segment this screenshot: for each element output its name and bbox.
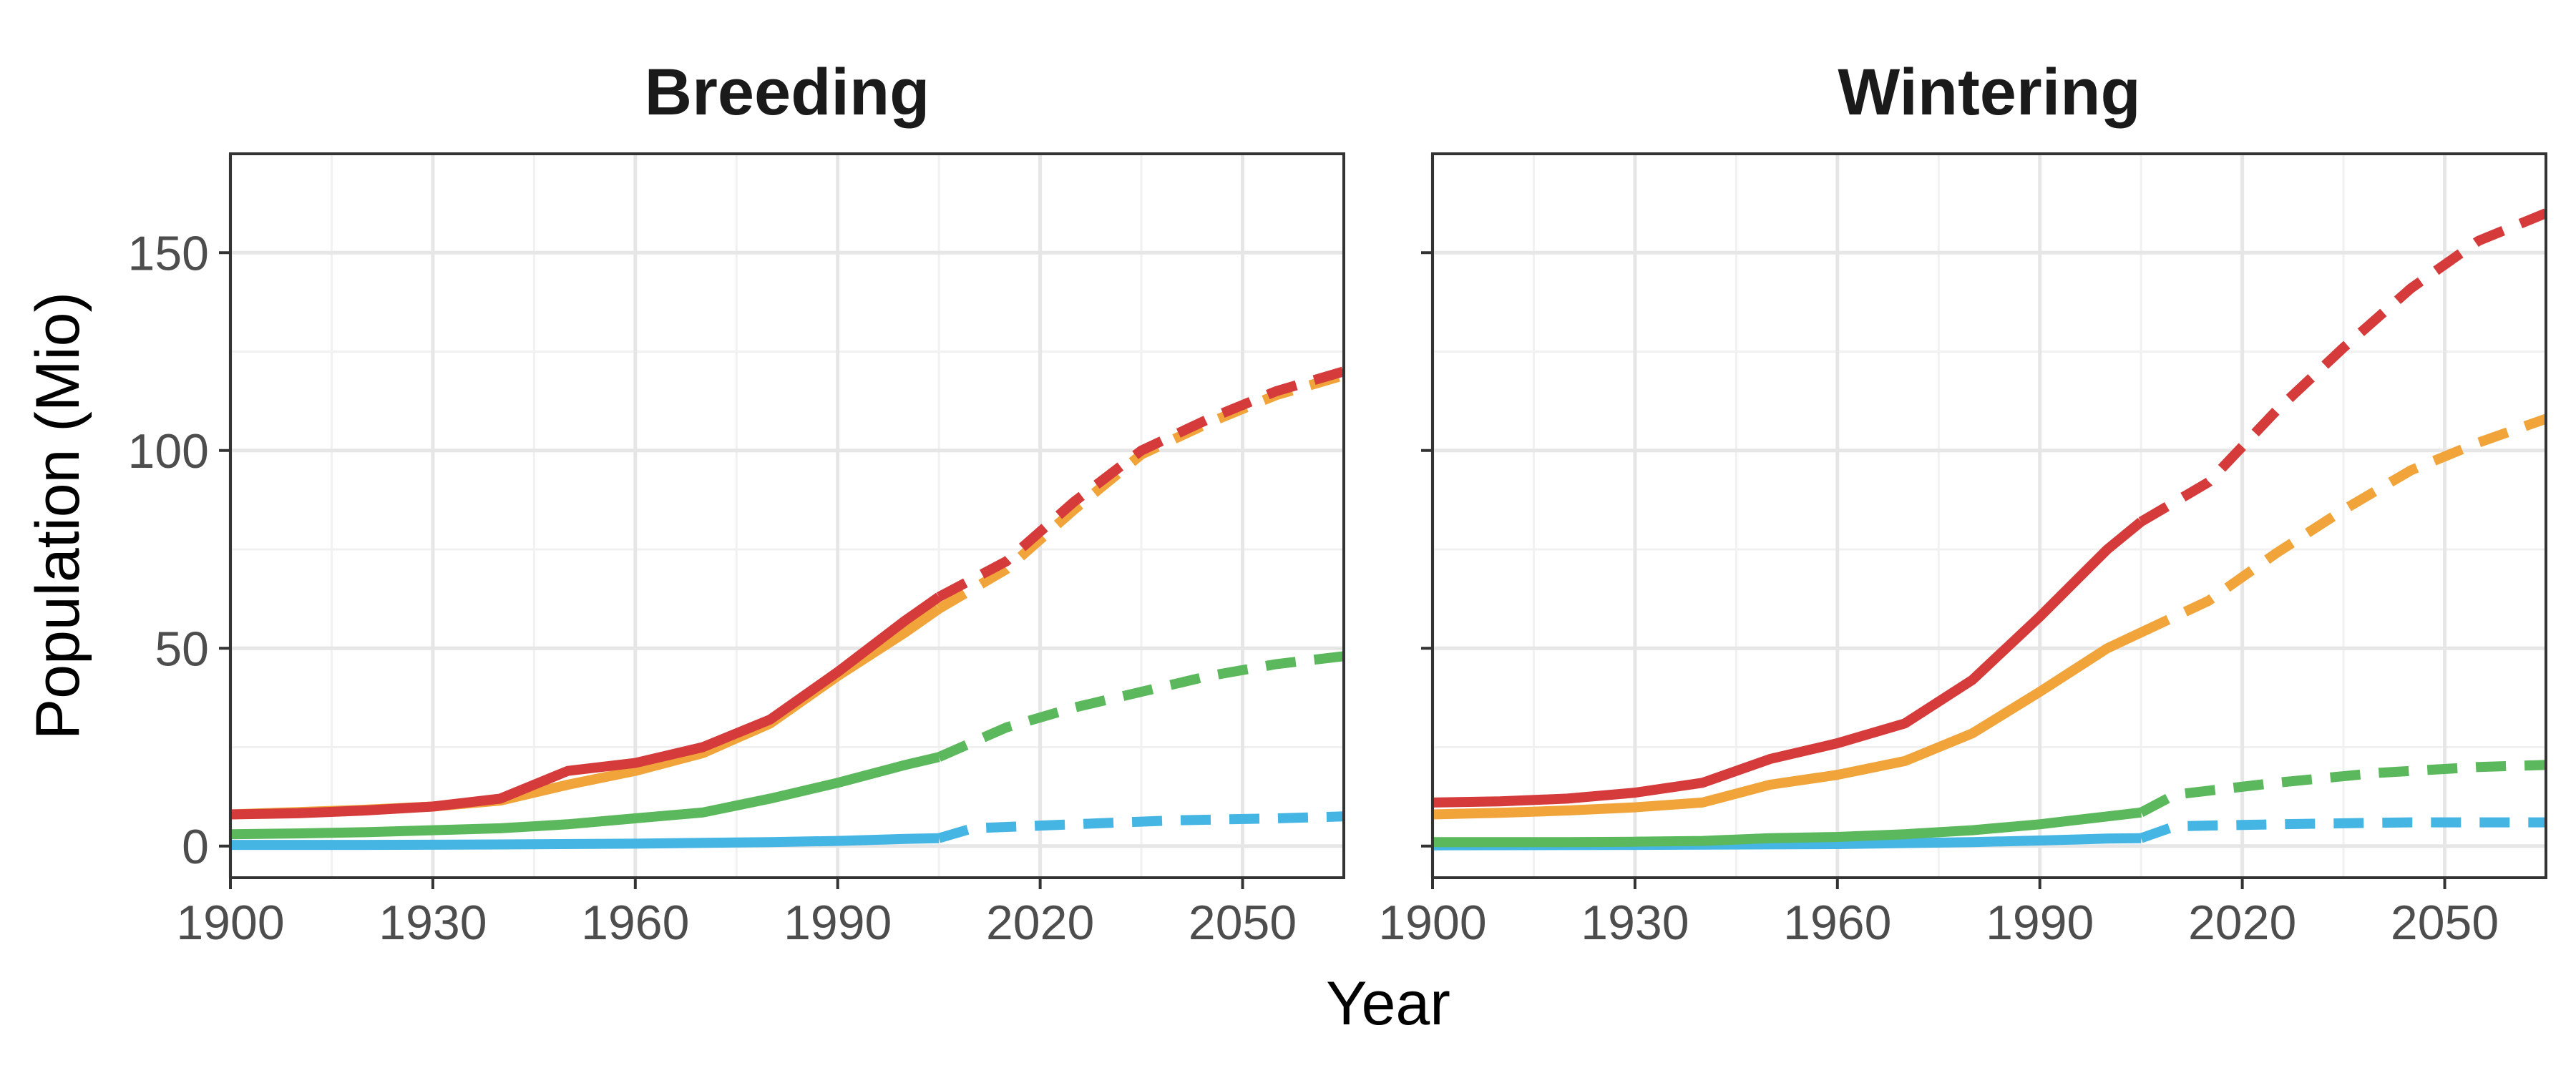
x-tick-label: 1960 bbox=[1783, 896, 1891, 950]
x-tick-label: 1930 bbox=[1581, 896, 1689, 950]
series-2-projected-line bbox=[2138, 760, 2546, 817]
x-tick-label: 2050 bbox=[1189, 896, 1297, 950]
x-tick-label: 2020 bbox=[2188, 896, 2296, 950]
x-tick-label: 2020 bbox=[986, 896, 1094, 950]
series-0-projected-line bbox=[936, 366, 1344, 602]
y-tick-label: 100 bbox=[128, 424, 209, 479]
series-3-projected-line bbox=[2139, 817, 2546, 843]
series-2-observed-line bbox=[1433, 807, 2142, 848]
series-group-wintering bbox=[1433, 208, 2546, 851]
x-axis-breeding: 1900 1930 1960 1990 2020 2050 bbox=[176, 878, 1297, 950]
x-tick-label: 1990 bbox=[784, 896, 892, 950]
series-2-observed-line bbox=[230, 752, 940, 840]
series-3-projected-line bbox=[937, 811, 1344, 843]
y-axis-breeding: 0 50 100 150 bbox=[128, 226, 230, 874]
panel-breeding: Breeding 1900 1930 1960 1990 2020 2050 0 50 100 15… bbox=[128, 56, 1345, 950]
series-3-observed-line bbox=[230, 833, 940, 851]
series-0-observed-line bbox=[1433, 517, 2145, 808]
series-1-projected-line bbox=[2139, 413, 2546, 637]
x-axis-label: Year bbox=[1326, 969, 1450, 1038]
panel-title-wintering: Wintering bbox=[1838, 56, 2140, 129]
x-tick-label: 2050 bbox=[2391, 896, 2499, 950]
series-0-projected-line bbox=[2138, 208, 2546, 526]
y-axis-wintering bbox=[1421, 251, 1433, 848]
x-tick-label: 1990 bbox=[1986, 896, 2094, 950]
x-axis-wintering: 1900 1930 1960 1990 2020 2050 bbox=[1378, 878, 2499, 950]
y-tick-label: 50 bbox=[155, 622, 209, 676]
gridlines-wintering bbox=[1430, 154, 2546, 878]
gridlines-breeding bbox=[228, 154, 1344, 878]
x-tick-label: 1930 bbox=[379, 896, 487, 950]
x-tick-label: 1900 bbox=[176, 896, 284, 950]
y-tick-label: 150 bbox=[128, 226, 209, 280]
y-tick-label: 0 bbox=[182, 820, 209, 874]
series-2-projected-line bbox=[937, 651, 1344, 762]
panel-border-wintering bbox=[1431, 152, 2547, 879]
series-1-observed-line bbox=[1433, 627, 2144, 820]
series-group-breeding bbox=[230, 366, 1344, 851]
panel-wintering: Wintering 1900 1930 1960 1990 2020 2050 bbox=[1378, 56, 2547, 950]
x-tick-label: 1900 bbox=[1378, 896, 1486, 950]
series-0-observed-line bbox=[230, 592, 942, 820]
y-axis-label: Population (Mio) bbox=[24, 292, 92, 740]
panel-title-breeding: Breeding bbox=[645, 56, 930, 129]
x-tick-label: 1960 bbox=[581, 896, 689, 950]
panel-border-breeding bbox=[229, 152, 1345, 879]
